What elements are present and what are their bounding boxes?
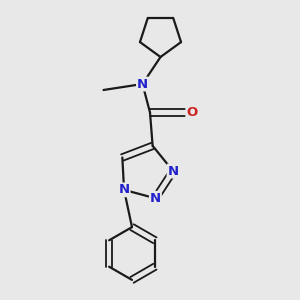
Text: N: N — [118, 183, 130, 196]
Text: N: N — [137, 77, 148, 91]
Text: N: N — [167, 165, 178, 178]
Text: O: O — [186, 106, 198, 119]
Text: N: N — [150, 192, 161, 205]
